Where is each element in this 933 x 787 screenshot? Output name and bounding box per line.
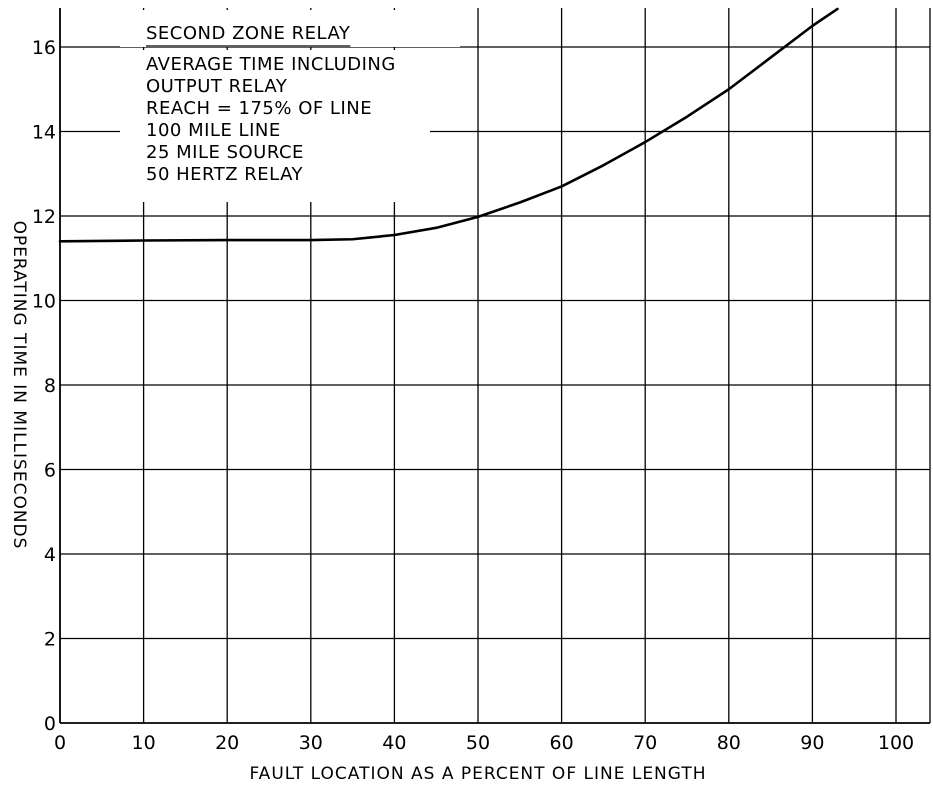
x-tick-label: 60 [550, 732, 574, 754]
x-tick-label: 10 [132, 732, 156, 754]
annotation: SECOND ZONE RELAY AVERAGE TIME INCLUDINGO… [146, 23, 396, 185]
x-tick-label: 80 [717, 732, 741, 754]
x-tick-label: 30 [299, 732, 323, 754]
tick-labels: 0 10 20 30 40 50 60 70 80 90 100 0 2 4 6 8 10 12 14 16 [32, 37, 914, 754]
x-tick-label: 50 [466, 732, 490, 754]
y-tick-label: 12 [32, 206, 56, 228]
axis-titles: FAULT LOCATION AS A PERCENT OF LINE LENG… [9, 221, 706, 784]
x-tick-label: 20 [215, 732, 239, 754]
x-tick-label: 40 [382, 732, 406, 754]
annotation-line: REACH = 175% OF LINE [146, 98, 372, 119]
annotation-line: 100 MILE LINE [146, 120, 281, 141]
y-tick-label: 10 [32, 291, 56, 313]
series-line [58, 7, 839, 243]
x-tick-label: 100 [878, 732, 914, 754]
y-tick-label: 4 [44, 544, 56, 566]
annotation-line: 50 HERTZ RELAY [146, 164, 304, 185]
x-tick-label: 0 [54, 732, 66, 754]
series-layer [58, 7, 839, 243]
y-tick-label: 14 [32, 122, 56, 144]
y-tick-label: 6 [44, 460, 56, 482]
y-tick-label: 0 [44, 713, 56, 735]
annotation-background [120, 10, 460, 202]
annotation-line: 25 MILE SOURCE [146, 142, 304, 163]
annotation-line: OUTPUT RELAY [146, 76, 288, 97]
y-tick-label: 2 [44, 629, 56, 651]
x-tick-label: 90 [800, 732, 824, 754]
y-axis-title: OPERATING TIME IN MILLISECONDS [9, 221, 29, 550]
annotation-line: AVERAGE TIME INCLUDING [146, 54, 396, 75]
annotation-mask [120, 50, 430, 202]
x-tick-label: 70 [633, 732, 657, 754]
annotation-mask [120, 10, 460, 47]
grid [59, 8, 931, 724]
annotation-title: SECOND ZONE RELAY [146, 23, 351, 44]
y-tick-label: 16 [32, 37, 56, 59]
x-axis-title: FAULT LOCATION AS A PERCENT OF LINE LENG… [249, 764, 706, 784]
y-tick-label: 8 [44, 375, 56, 397]
